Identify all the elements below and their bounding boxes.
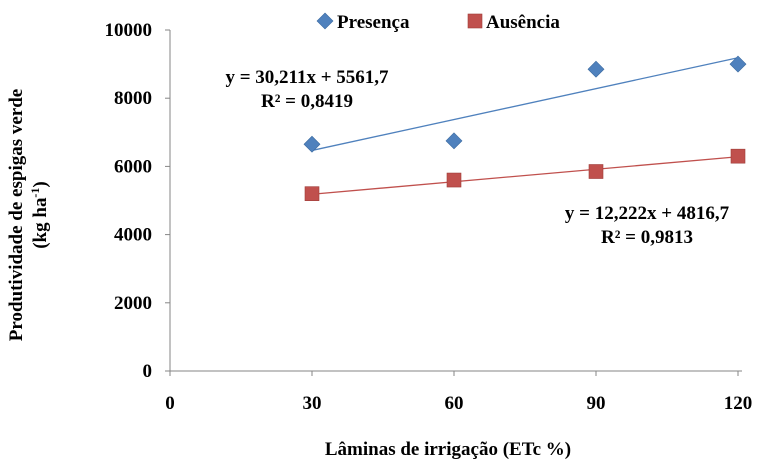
equation-presenca: y = 30,211x + 5561,7	[225, 67, 389, 88]
x-tick-label: 90	[587, 393, 606, 414]
x-tick-label: 30	[303, 393, 322, 414]
y-tick-label: 10000	[105, 20, 153, 41]
r-squared-ausencia: R² = 0,9813	[601, 227, 693, 248]
y-axis-title-line1: Produtividade de espigas verde	[6, 89, 27, 341]
tick-labels: 0 30 60 90 120 0 2000 4000 6000 8000 10000	[105, 20, 753, 414]
legend-square-marker	[467, 13, 483, 29]
trendline-label-ausencia: y = 12,222x + 4816,7 R² = 0,9813	[565, 203, 730, 248]
r-squared-presenca: R² = 0,8419	[261, 91, 353, 112]
data-point-ausencia	[730, 148, 746, 164]
x-tick-label: 120	[724, 393, 753, 414]
data-point-presenca	[729, 55, 747, 73]
legend-diamond-marker	[316, 12, 334, 30]
y-axis-title: Produtividade de espigas verde (kg ha-1)	[6, 89, 51, 341]
trendline-ausencia	[311, 156, 739, 195]
y-axis-title-line2: (kg ha-1)	[28, 181, 51, 249]
data-point-ausencia	[446, 172, 462, 188]
y-tick-label: 6000	[114, 156, 152, 177]
legend-item-ausencia: Ausência	[467, 12, 560, 33]
data-point-ausencia	[588, 164, 604, 179]
y-axis-unit: (kg ha	[30, 197, 51, 249]
legend-item-presenca: Presença	[316, 12, 410, 33]
x-axis-title: Lâminas de irrigação (ETc %)	[325, 439, 571, 460]
data-point-presenca	[587, 60, 605, 78]
y-tick-label: 2000	[114, 293, 152, 314]
legend: Presença Ausência	[316, 12, 560, 33]
legend-label-ausencia: Ausência	[486, 12, 560, 33]
x-tick-label: 60	[445, 393, 464, 414]
y-tick-label: 0	[143, 361, 153, 382]
y-axis-unit-superscript: -1	[28, 188, 42, 198]
trendline-label-presenca: y = 30,211x + 5561,7 R² = 0,8419	[225, 67, 389, 112]
data-point-presenca	[445, 132, 463, 150]
data-point-ausencia	[304, 186, 320, 201]
axes	[165, 29, 742, 376]
data-point-presenca	[303, 135, 321, 153]
y-tick-label: 4000	[114, 225, 152, 246]
legend-label-presenca: Presença	[337, 12, 410, 33]
trendline-presenca	[311, 57, 739, 152]
markers	[303, 55, 747, 201]
equation-ausencia: y = 12,222x + 4816,7	[565, 203, 730, 224]
trendlines	[311, 57, 739, 195]
y-axis-unit-close: )	[30, 181, 51, 187]
y-tick-label: 8000	[114, 88, 152, 109]
x-tick-label: 0	[165, 393, 175, 414]
